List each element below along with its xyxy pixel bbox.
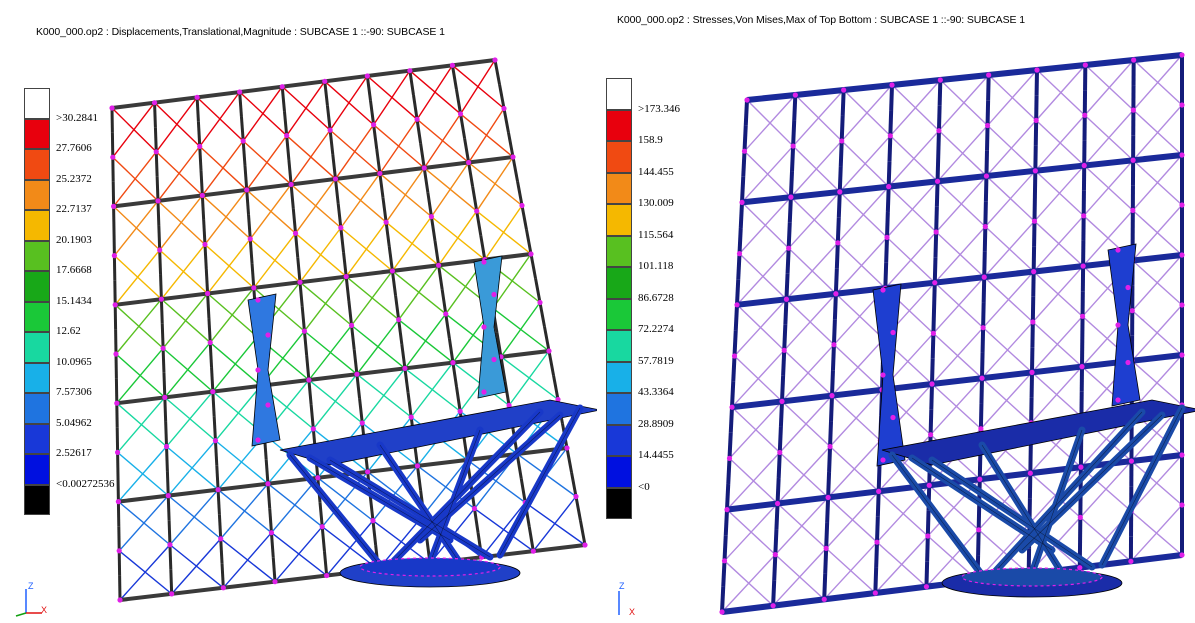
triad-x-label: X xyxy=(41,605,48,615)
legend-value-label: 86.6728 xyxy=(638,291,674,304)
legend-color-band xyxy=(606,361,632,393)
legend-value-label: 15.1434 xyxy=(56,294,92,307)
legend-color-band xyxy=(606,298,632,330)
legend-value-label: 27.7606 xyxy=(56,142,92,154)
legend-color-band xyxy=(24,179,50,210)
legend-value-label: <0.00272536 xyxy=(56,477,115,490)
legend-color-band xyxy=(24,484,50,515)
legend-value-label: 20.1903 xyxy=(56,233,92,246)
legend-value-label: 115.564 xyxy=(638,228,674,241)
legend-color-band xyxy=(606,330,632,362)
left-plot-title: K000_000.op2 : Displacements,Translation… xyxy=(36,26,445,38)
legend-color-band xyxy=(24,423,50,454)
left-viewport[interactable]: K000_000.op2 : Displacements,Translation… xyxy=(0,0,597,623)
legend-color-band xyxy=(606,204,632,236)
legend-value-label: 28.8909 xyxy=(638,417,674,430)
legend-value-label: 14.4455 xyxy=(638,449,674,461)
legend-value-label: 2.52617 xyxy=(56,447,92,459)
legend-color-band xyxy=(606,235,632,267)
legend-color-band xyxy=(606,393,632,425)
legend-color-band xyxy=(24,88,50,119)
legend-color-band xyxy=(24,149,50,180)
legend-color-band xyxy=(24,393,50,424)
legend-color-band xyxy=(24,271,50,302)
right-plot-title: K000_000.op2 : Stresses,Von Mises,Max of… xyxy=(617,14,1025,26)
legend-value-label: 25.2372 xyxy=(56,172,92,185)
legend-value-label: 43.3364 xyxy=(638,386,674,398)
legend-color-band xyxy=(24,118,50,149)
legend-color-band xyxy=(24,210,50,241)
legend-color-band xyxy=(606,172,632,204)
legend-value-label: 144.455 xyxy=(638,165,674,178)
legend-color-band xyxy=(606,456,632,488)
legend-value-label: 10.0965 xyxy=(56,355,92,368)
legend-color-band xyxy=(24,362,50,393)
triad-z-label: Z xyxy=(619,581,625,591)
legend-value-label: >30.2841 xyxy=(56,111,98,124)
legend-value-label: 7.57306 xyxy=(56,386,92,398)
legend-value-label: <0 xyxy=(638,480,650,493)
legend-color-band xyxy=(606,424,632,456)
legend-color-band xyxy=(606,267,632,299)
legend-value-label: 101.118 xyxy=(638,260,674,272)
displacement-contour-model[interactable] xyxy=(0,0,597,623)
legend-value-label: 12.62 xyxy=(56,325,81,337)
right-viewport[interactable]: K000_000.op2 : Stresses,Von Mises,Max of… xyxy=(597,0,1195,623)
legend-value-label: 5.04962 xyxy=(56,416,92,429)
legend-color-band xyxy=(24,332,50,363)
triad-x-label: X xyxy=(629,607,636,617)
legend-value-label: 158.9 xyxy=(638,134,663,146)
stress-contour-model[interactable] xyxy=(597,0,1195,623)
triad-z-label: Z xyxy=(28,581,34,591)
legend-color-band xyxy=(24,240,50,271)
legend-color-band xyxy=(606,141,632,173)
legend-value-label: >173.346 xyxy=(638,102,680,115)
legend-value-label: 22.7137 xyxy=(56,203,92,215)
legend-color-band xyxy=(24,301,50,332)
legend-value-label: 17.6668 xyxy=(56,264,92,276)
legend-value-label: 130.009 xyxy=(638,197,674,209)
legend-color-band xyxy=(24,454,50,485)
legend-value-label: 57.7819 xyxy=(638,354,674,367)
legend-color-band xyxy=(606,78,632,110)
coordinate-triad-icon: Z X xyxy=(8,581,48,619)
legend-color-band xyxy=(606,109,632,141)
coordinate-triad-icon: Z X xyxy=(605,581,645,619)
legend-value-label: 72.2274 xyxy=(638,323,674,335)
legend-color-band xyxy=(606,487,632,519)
